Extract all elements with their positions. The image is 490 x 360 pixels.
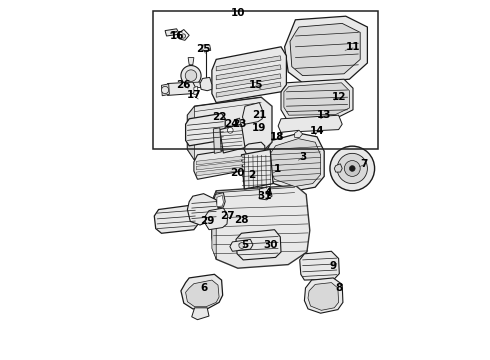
Polygon shape [213,128,221,153]
Polygon shape [294,130,303,138]
Polygon shape [181,274,222,309]
Polygon shape [220,124,245,153]
Polygon shape [196,167,245,176]
Circle shape [349,166,355,171]
Polygon shape [216,65,281,80]
Text: 4: 4 [265,188,272,198]
Text: 28: 28 [234,215,248,225]
Polygon shape [270,139,320,186]
Text: 19: 19 [252,123,267,133]
Polygon shape [212,47,286,103]
Circle shape [162,86,169,94]
Polygon shape [200,77,212,91]
Polygon shape [186,113,225,146]
Polygon shape [290,23,360,76]
Polygon shape [188,58,194,65]
Polygon shape [192,308,209,320]
Polygon shape [267,133,324,191]
Circle shape [227,127,233,133]
Polygon shape [186,280,219,307]
Polygon shape [235,118,242,131]
Text: 27: 27 [220,211,234,221]
Text: 2: 2 [248,170,256,180]
Polygon shape [187,106,195,160]
Circle shape [181,66,201,86]
Circle shape [181,34,186,38]
Text: 8: 8 [335,283,342,293]
Polygon shape [217,195,223,207]
Text: 25: 25 [196,44,211,54]
Text: 15: 15 [248,80,263,90]
Text: 23: 23 [232,119,247,129]
Polygon shape [165,82,196,95]
Polygon shape [194,86,198,95]
Polygon shape [285,16,368,83]
Polygon shape [236,230,281,260]
Polygon shape [281,79,353,119]
Polygon shape [308,283,339,310]
Polygon shape [154,205,198,233]
Polygon shape [226,125,236,135]
Text: 31: 31 [258,191,272,201]
Circle shape [337,153,368,184]
Polygon shape [196,161,245,170]
Polygon shape [334,164,342,172]
Polygon shape [202,45,211,50]
Text: 13: 13 [317,110,331,120]
Text: 26: 26 [176,80,191,90]
Text: 1: 1 [274,164,281,174]
Text: 7: 7 [360,159,368,169]
Polygon shape [165,29,179,36]
Polygon shape [259,186,272,200]
Text: 11: 11 [346,42,360,52]
Polygon shape [300,251,339,280]
Circle shape [185,70,197,81]
Polygon shape [184,82,201,88]
Polygon shape [205,208,228,230]
Circle shape [239,243,245,248]
Polygon shape [187,194,219,225]
Text: 24: 24 [224,119,239,129]
Text: 12: 12 [331,92,346,102]
Polygon shape [216,82,281,97]
Polygon shape [220,142,265,169]
Text: 14: 14 [310,126,324,136]
Polygon shape [212,185,310,268]
Polygon shape [212,191,216,259]
Polygon shape [194,148,247,179]
Text: 20: 20 [231,168,245,178]
Circle shape [330,146,374,191]
Text: 18: 18 [270,132,285,142]
Polygon shape [280,130,302,141]
Text: 9: 9 [330,261,337,271]
Bar [153,11,378,149]
Text: 17: 17 [187,90,202,100]
Text: 16: 16 [170,31,184,41]
Text: 6: 6 [200,283,207,293]
Polygon shape [213,193,225,208]
Text: 10: 10 [231,8,245,18]
Text: 29: 29 [200,216,215,226]
Polygon shape [284,83,349,115]
Polygon shape [216,56,281,71]
Polygon shape [162,84,170,96]
Circle shape [344,161,360,176]
Text: 5: 5 [242,240,248,250]
Polygon shape [187,97,272,160]
Polygon shape [179,30,189,40]
Text: 22: 22 [213,112,227,122]
Text: 30: 30 [263,240,277,250]
Text: 3: 3 [299,152,306,162]
Polygon shape [216,74,281,89]
Polygon shape [242,149,273,189]
Text: 21: 21 [252,110,267,120]
Polygon shape [196,156,245,165]
Polygon shape [304,278,343,313]
Polygon shape [278,115,342,132]
Polygon shape [230,239,253,251]
Polygon shape [243,103,262,124]
